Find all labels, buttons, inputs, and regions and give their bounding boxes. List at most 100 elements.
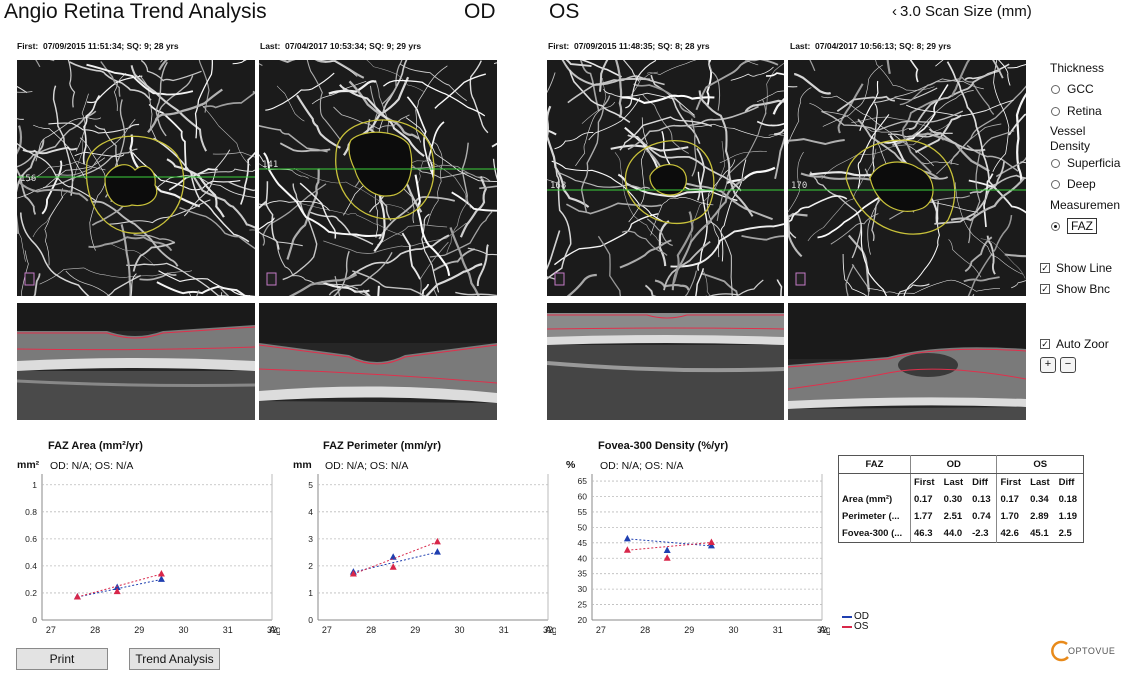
od-first-angio-image[interactable]: 156: [17, 60, 255, 296]
vessel-path: [382, 60, 408, 113]
vessel-path: [995, 156, 1026, 178]
os-first-angio-image[interactable]: 168: [547, 60, 784, 296]
vessel-path: [700, 272, 739, 296]
vessel-path: [415, 65, 448, 143]
vessel-path: [1015, 92, 1026, 182]
vessel-path: [875, 60, 935, 91]
faz-outer-boundary: [845, 139, 956, 235]
table-cell: 44.0: [943, 528, 963, 539]
vessel-path: [788, 87, 812, 145]
vessel-path: [55, 118, 136, 176]
x-tick-label: 31: [499, 625, 509, 635]
vessel-path: [614, 152, 665, 244]
vessel-path: [288, 273, 358, 296]
zoom-in-icon[interactable]: +: [1040, 357, 1056, 373]
print-button[interactable]: Print: [16, 648, 108, 670]
x-axis-label: Age: [545, 625, 556, 636]
data-point: [73, 593, 81, 600]
vessel-path: [842, 253, 868, 296]
legend-item-os: OS: [842, 622, 869, 632]
vessel-path: [821, 95, 934, 167]
os-last-angio-image[interactable]: 170: [788, 60, 1026, 296]
show-lines-checkbox[interactable]: ✓ Show Line: [1040, 261, 1112, 275]
vessel-path: [17, 85, 28, 94]
radio-indicator-selected: [1051, 221, 1060, 231]
vessel-path: [719, 150, 767, 164]
layer-icon: [554, 272, 565, 286]
vessel-path: [240, 151, 255, 205]
vessel-path: [851, 263, 870, 296]
vessel-path: [998, 60, 1011, 86]
x-tick-label: 30: [455, 625, 465, 635]
vessel-path: [366, 60, 424, 92]
vessel-path: [845, 264, 855, 296]
vessel-path: [903, 200, 940, 296]
od-last-angio-image[interactable]: 141: [259, 60, 497, 296]
vessel-path: [716, 99, 767, 221]
faz-perimeter-chart: 0 1 2 3 4 5 27 28 29 30 31 32Age: [308, 474, 556, 636]
faz-radio[interactable]: FAZ: [1051, 218, 1098, 234]
vessel-path: [399, 63, 467, 102]
x-tick-label: 27: [596, 625, 606, 635]
vessel-path: [227, 180, 255, 192]
y-tick-label: 3: [308, 534, 313, 544]
thickness-label: Thickness: [1050, 61, 1105, 75]
vessel-path: [65, 270, 110, 296]
vessel-path: [491, 142, 497, 148]
vessel-path: [695, 268, 705, 296]
auto-zoom-checkbox[interactable]: ✓ Auto Zoor: [1040, 337, 1109, 351]
vessel-path: [788, 86, 798, 88]
vessel-path: [492, 158, 497, 180]
vessel-path: [111, 243, 155, 267]
legend-item-od: OD: [842, 612, 869, 622]
vessel-path: [980, 238, 1026, 279]
vessel-path: [348, 80, 420, 140]
vessel-path: [951, 60, 971, 97]
vessel-path: [17, 125, 23, 155]
vessel-path: [627, 134, 742, 192]
vessel-path: [707, 60, 721, 111]
vessel-path: [726, 166, 776, 184]
zoom-out-icon[interactable]: −: [1060, 357, 1076, 373]
deep-radio[interactable]: Deep: [1051, 177, 1096, 191]
vessel-path: [794, 72, 832, 95]
superficial-radio[interactable]: Superficia: [1051, 156, 1120, 170]
vessel-path: [33, 272, 41, 296]
table-cell: 2.51: [943, 511, 963, 522]
table-subheader-cell: Last: [943, 477, 964, 488]
od-last-scan-info: Last: 07/04/2017 10:53:34; SQ: 9; 29 yrs: [260, 41, 422, 51]
vessel-path: [698, 90, 754, 217]
table-subheader-cell: First: [1000, 477, 1022, 488]
scan-size-selector[interactable]: ‹ 3.0 Scan Size (mm): [892, 3, 1032, 20]
vessel-path: [100, 61, 121, 97]
vessel-path: [911, 89, 974, 140]
vessel-path: [140, 60, 202, 82]
vessel-path: [687, 123, 784, 139]
checkmark-icon: ✓: [1040, 263, 1050, 273]
checkmark-icon: ✓: [1040, 339, 1050, 349]
vessel-path: [17, 230, 26, 262]
vessel-path: [52, 85, 74, 196]
vessel-path: [39, 267, 192, 285]
vessel-path: [720, 159, 747, 262]
vessel-path: [756, 120, 784, 127]
faz-area-chart-title: FAZ Area (mm²/yr): [48, 440, 143, 452]
vessel-path: [908, 69, 1001, 131]
table-row: Fovea-300 (... 46.3 44.0 -2.3 42.6 45.1 …: [838, 525, 1084, 543]
vessel-path: [621, 230, 668, 256]
vessel-path: [22, 146, 78, 155]
vessel-path: [138, 74, 158, 143]
trend-analysis-button[interactable]: Trend Analysis: [129, 648, 220, 670]
retina-radio[interactable]: Retina: [1051, 104, 1102, 118]
vessel-path: [147, 88, 223, 134]
vessel-path: [310, 211, 374, 245]
vessel-path: [293, 167, 410, 214]
vessel-path: [696, 147, 706, 201]
vessel-path: [882, 84, 949, 144]
vessel-path: [48, 122, 140, 134]
y-tick-label: 65: [578, 476, 588, 486]
gcc-radio[interactable]: GCC: [1051, 82, 1094, 96]
scan-size-label: 3.0 Scan Size (mm): [900, 3, 1032, 20]
show-boundary-checkbox[interactable]: ✓ Show Bnc: [1040, 282, 1110, 296]
vessel-path: [580, 60, 622, 78]
